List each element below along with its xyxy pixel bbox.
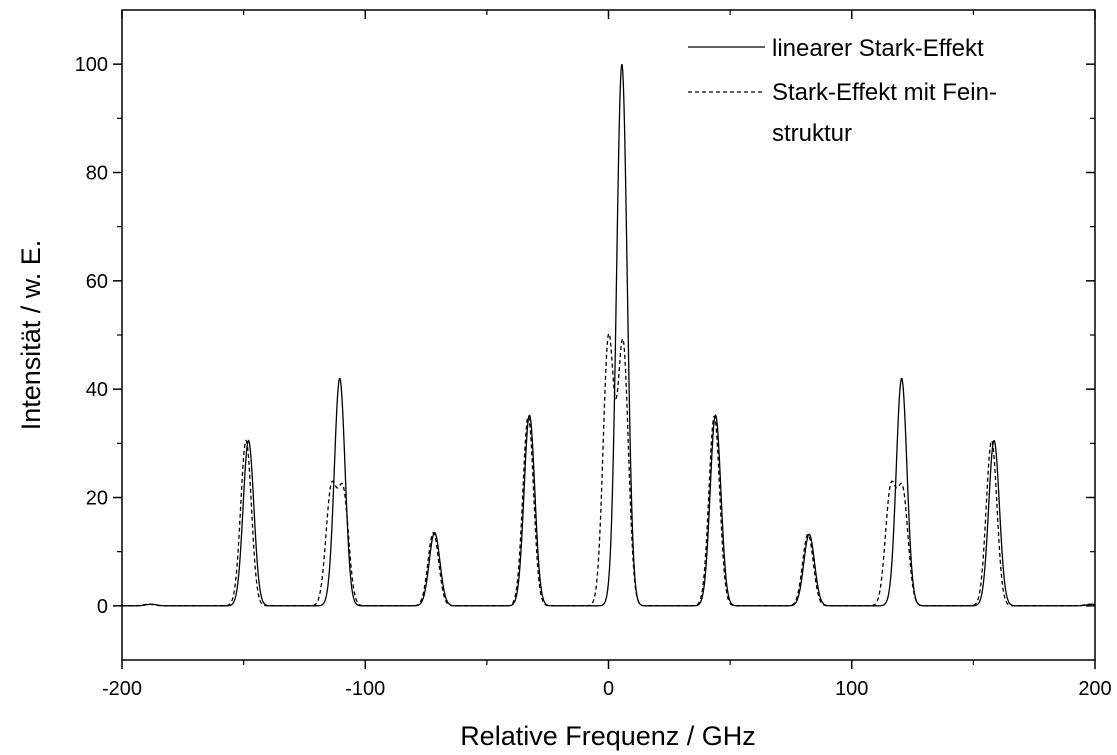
y-tick-label: 20 <box>86 488 108 510</box>
y-tick-label: 80 <box>86 163 108 185</box>
y-tick-label: 40 <box>86 379 108 401</box>
y-tick-label: 100 <box>75 54 108 76</box>
tick-labels: -200 -100 0 100 200 0 20 40 60 80 100 <box>75 54 1112 700</box>
x-tick-label: -200 <box>102 678 142 700</box>
axis-ticks <box>113 10 1096 669</box>
x-tick-label: 200 <box>1078 678 1111 700</box>
x-tick-label: -100 <box>345 678 385 700</box>
legend: linearer Stark-Effekt Stark-Effekt mit F… <box>688 35 997 147</box>
y-axis-title: Intensität / w. E. <box>16 240 46 431</box>
y-tick-label: 0 <box>97 596 108 618</box>
x-axis-title: Relative Frequenz / GHz <box>460 721 756 751</box>
legend-label-fine-line1: Stark-Effekt mit Fein- <box>772 79 997 106</box>
legend-label-linear: linearer Stark-Effekt <box>772 35 984 62</box>
y-tick-label: 60 <box>86 271 108 293</box>
series-layer <box>122 64 1096 607</box>
series-fine-structure-line <box>122 332 1096 607</box>
legend-label-fine-line2: struktur <box>772 120 852 147</box>
x-tick-label: 0 <box>603 678 614 700</box>
x-tick-label: 100 <box>835 678 868 700</box>
